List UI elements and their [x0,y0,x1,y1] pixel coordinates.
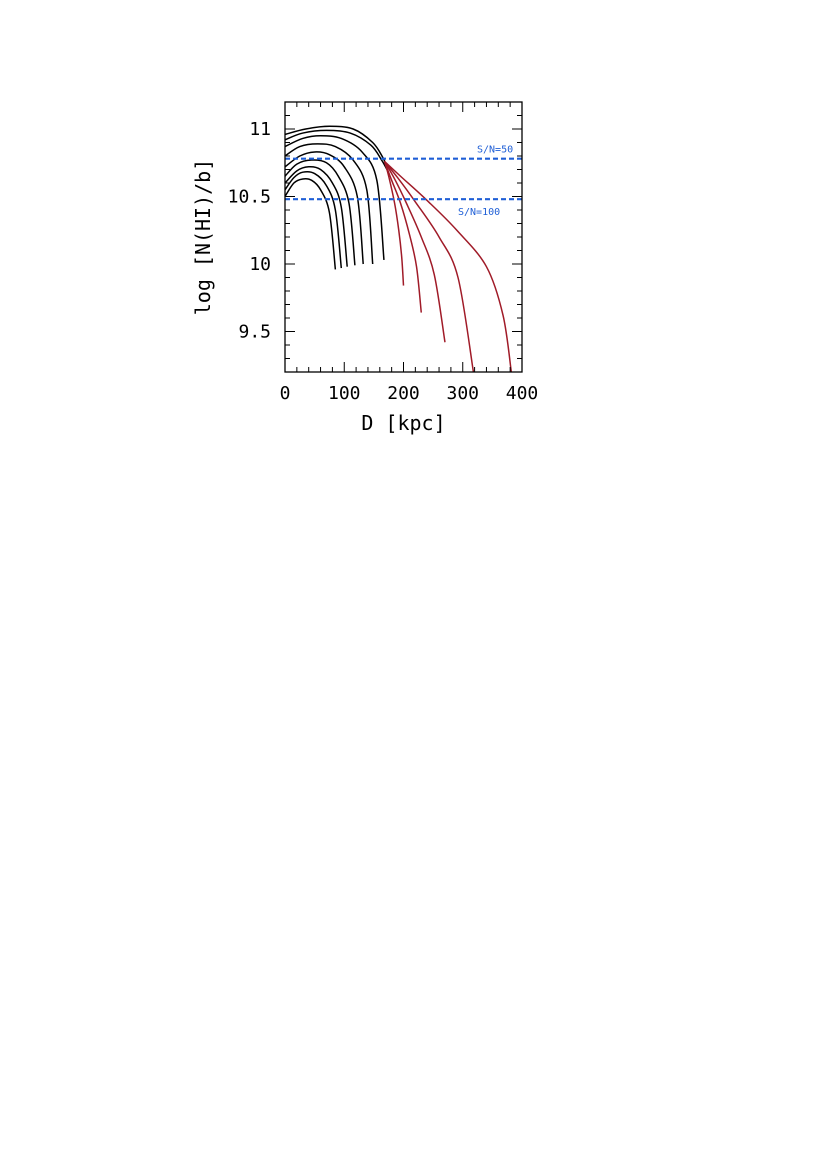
threshold-lines: S/N=50 S/N=100 [285,145,522,218]
black-curve-2 [285,165,348,267]
y-axis-title: log [N(HI)/b] [191,159,215,316]
black-curve-8 [285,125,388,168]
black-curve-1 [285,170,343,269]
black-curve-5 [285,143,374,265]
axes: 0 100 200 300 400 9.5 10 10.5 11 [228,101,539,404]
red-curve-10 [383,161,423,313]
black-curve-0 [285,177,337,270]
plot-area [285,125,513,372]
y-tick-label: 9.5 [238,322,271,343]
y-tick-label: 10.5 [228,187,271,208]
black-curve-7 [285,129,388,170]
threshold-label-0: S/N=50 [477,145,513,156]
x-tick-label: 100 [328,383,361,404]
x-axis-title: D [kpc] [361,411,445,435]
y-tick-label: 10 [249,254,271,275]
x-tick-label: 300 [446,383,479,404]
x-tick-label: 400 [506,383,539,404]
red-curve-9 [383,161,405,286]
red-curve-11 [383,161,446,343]
x-tick-label: 200 [387,383,420,404]
y-tick-label: 11 [249,119,271,140]
plot-frame [284,101,523,373]
red-curve-12 [383,160,475,372]
threshold-label-1: S/N=100 [458,207,500,218]
black-curve-3 [285,159,356,266]
x-tick-label: 0 [280,383,291,404]
red-curve-13 [384,160,513,372]
black-curve-4 [285,151,364,265]
black-curve-6 [285,134,385,261]
